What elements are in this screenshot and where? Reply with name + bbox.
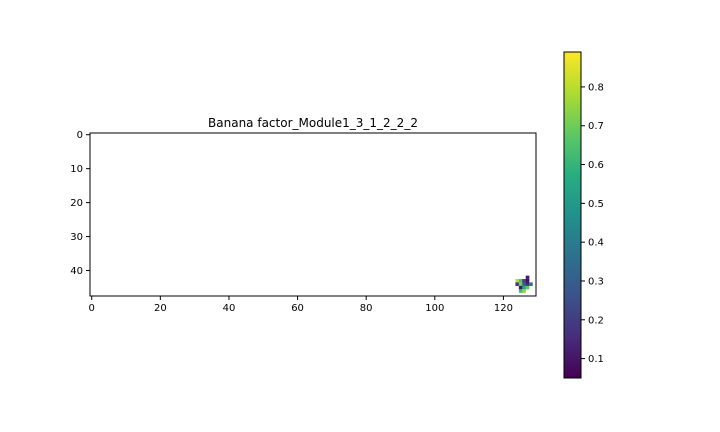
chart-title: Banana factor_Module1_3_1_2_2_2	[208, 116, 418, 130]
colorbar: 0.1 0.2 0.3 0.4 0.5 0.6 0.7 0.8	[563, 51, 604, 379]
x-tick-label: 120	[494, 303, 513, 314]
x-tick-label: 40	[223, 303, 236, 314]
heatmap-cell-1	[515, 279, 520, 283]
colorbar-tick-label: 0.8	[588, 82, 604, 93]
y-tick-label: 10	[70, 164, 83, 175]
heatmap-cell-14	[522, 289, 526, 293]
plot-frame	[89, 132, 537, 297]
x-tick-label: 100	[425, 303, 444, 314]
colorbar-tick-label: 0.6	[588, 160, 604, 171]
colorbar-tick-label: 0.1	[588, 354, 604, 365]
colorbar-tick-label: 0.4	[588, 238, 604, 249]
y-tick-label: 30	[70, 232, 83, 243]
heatmap-cell-6	[518, 282, 523, 287]
y-axis: 0 10 20 30 40	[70, 130, 90, 277]
heatmap-cells	[515, 275, 533, 293]
heatmap-cell-12	[525, 285, 530, 290]
heatmap-cell-8	[525, 282, 530, 287]
heatmap-cell-13	[518, 289, 523, 293]
heatmap-cell-0	[525, 275, 530, 280]
colorbar-frame	[563, 51, 582, 379]
y-tick-label: 0	[77, 130, 83, 141]
colorbar-tick-label: 0.2	[588, 315, 604, 326]
heatmap-cell-5	[515, 282, 520, 287]
colorbar-tick-label: 0.5	[588, 199, 604, 210]
plot-area	[89, 132, 537, 297]
heatmap-cell-11	[522, 285, 526, 290]
y-tick-label: 20	[70, 198, 83, 209]
heatmap-cell-7	[522, 282, 526, 287]
heatmap-cell-3	[522, 279, 526, 283]
colorbar-tick-label: 0.3	[588, 276, 604, 287]
x-tick-label: 20	[154, 303, 167, 314]
colorbar-tick-label: 0.7	[588, 121, 604, 132]
heatmap-cell-9	[529, 282, 533, 287]
colorbar-ticks: 0.1 0.2 0.3 0.4 0.5 0.6 0.7 0.8	[581, 82, 604, 365]
heatmap-cell-4	[525, 279, 530, 283]
y-tick-label: 40	[70, 266, 83, 277]
x-tick-label: 60	[291, 303, 304, 314]
plot-background	[90, 133, 536, 296]
heatmap-cell-10	[518, 285, 523, 290]
colorbar-gradient	[564, 52, 581, 378]
heatmap-cell-2	[518, 279, 523, 283]
x-tick-label: 80	[360, 303, 373, 314]
x-tick-label: 0	[89, 303, 95, 314]
x-axis: 0 20 40 60 80 100 120	[89, 296, 513, 314]
